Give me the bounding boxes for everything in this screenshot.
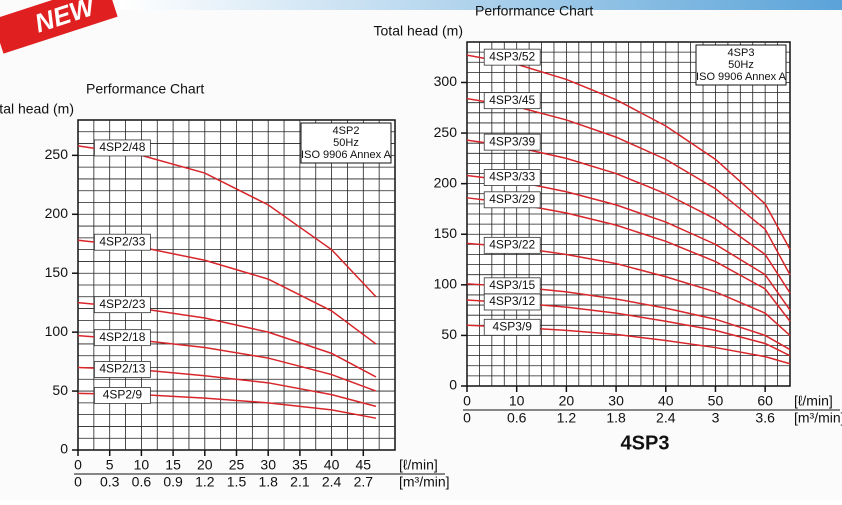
x-tick-label: 30 [608,393,624,409]
series-label-box [93,329,151,347]
x-tick-label: 40 [658,393,674,409]
y-axis-label: Total head (m) [0,101,74,117]
x2-tick-label: 1.8 [606,410,626,426]
series-label: 4SP2/13 [99,362,145,376]
series-label-box [483,48,541,66]
x2-tick-label: 0.6 [132,474,152,490]
chart-title: Performance Chart [86,81,204,97]
series-label-box [93,139,151,157]
x-axis-label: [ℓ/min] [794,393,833,409]
x2-tick-label: 3 [712,410,720,426]
badge: NEW [0,0,118,54]
x-tick-label: 5 [106,457,114,473]
x2-tick-label: 2.4 [656,410,676,426]
series-label-box [93,361,151,378]
series-label: 4SP3/52 [489,49,535,63]
series-label-box [483,236,541,254]
x-tick-label: 60 [757,393,773,409]
chart-title: Performance Chart [475,3,593,19]
info-text: 50Hz [728,59,754,71]
badge-shape [0,0,118,54]
series-label: 4SP3/15 [489,278,535,292]
series-label: 4SP2/23 [99,297,145,311]
series-label-box [93,296,151,314]
y-tick-label: 150 [434,225,458,241]
x2-tick-label: 0.9 [163,474,183,490]
y-tick-label: 250 [434,124,458,140]
x-tick-label: 10 [134,457,150,473]
x-tick-label: 50 [708,393,724,409]
info-text: 50Hz [333,137,359,149]
x2-tick-label: 1.2 [557,410,577,426]
series-label: 4SP2/9 [103,388,143,402]
series-label-box [483,293,541,311]
series-label-box [483,318,541,336]
y-tick-label: 200 [45,205,69,221]
series-label: 4SP3/29 [489,192,535,206]
x2-tick-label: 1.2 [195,474,215,490]
x2-axis-label: [m³/min] [399,474,450,490]
x2-tick-label: 0.6 [507,410,527,426]
caption: 4SP3 [621,432,670,454]
series-label: 4SP2/18 [99,330,145,344]
series-label: 4SP2/33 [99,234,145,248]
series-label-box [483,92,541,110]
info-text: 4SP2 [333,125,360,137]
x2-tick-label: 1.8 [258,474,278,490]
series-label-box [483,191,541,209]
y-tick-label: 200 [434,174,458,190]
x2-axis-label: [m³/min] [794,410,842,426]
x2-tick-label: 2.7 [354,474,374,490]
x2-tick-label: 2.1 [290,474,310,490]
series-label-box [483,133,541,151]
series-label: 4SP2/48 [99,140,145,154]
series-label-box [93,387,151,404]
x-tick-label: 45 [356,457,372,473]
x2-tick-label: 0.3 [100,474,120,490]
y-tick-label: 150 [45,264,69,280]
y-tick-label: 100 [45,323,69,339]
x2-tick-label: 0 [463,410,471,426]
y-tick-label: 50 [441,326,457,342]
y-tick-label: 50 [52,382,68,398]
y-tick-label: 100 [434,276,458,292]
y-tick-label: 0 [60,441,68,457]
x-tick-label: 40 [324,457,340,473]
x2-tick-label: 3.6 [755,410,775,426]
y-tick-label: 0 [449,377,457,393]
y-tick-label: 300 [434,73,458,89]
y-tick-label: 250 [45,146,69,162]
x2-tick-label: 0 [74,474,82,490]
x-tick-label: 0 [74,457,82,473]
info-text: ISO 9906 Annex A [696,71,787,83]
series-line [466,54,791,250]
series-label: 4SP3/22 [489,238,535,252]
info-box [300,122,392,164]
series-label-box [483,169,541,186]
x-tick-label: 0 [463,393,471,409]
x-tick-label: 25 [229,457,245,473]
info-box [695,44,787,86]
info-text: ISO 9906 Annex A [301,149,392,161]
x-tick-label: 30 [260,457,276,473]
top-band [120,0,842,10]
x-tick-label: 35 [292,457,308,473]
x-tick-label: 15 [165,457,181,473]
series-label: 4SP3/12 [489,294,535,308]
series-label-box [93,233,151,251]
y-axis-label: Total head (m) [374,23,463,39]
info-text: 4SP3 [728,47,755,59]
x-tick-label: 20 [559,393,575,409]
series-label: 4SP3/45 [489,93,535,107]
x-axis-label: [ℓ/min] [399,457,438,473]
series-label: 4SP3/9 [493,319,533,333]
series-label: 4SP3/39 [489,134,535,148]
x-tick-label: 10 [509,393,525,409]
x-tick-label: 20 [197,457,213,473]
x2-tick-label: 2.4 [322,474,342,490]
x2-tick-label: 1.5 [227,474,247,490]
series-label: 4SP3/33 [489,170,535,184]
